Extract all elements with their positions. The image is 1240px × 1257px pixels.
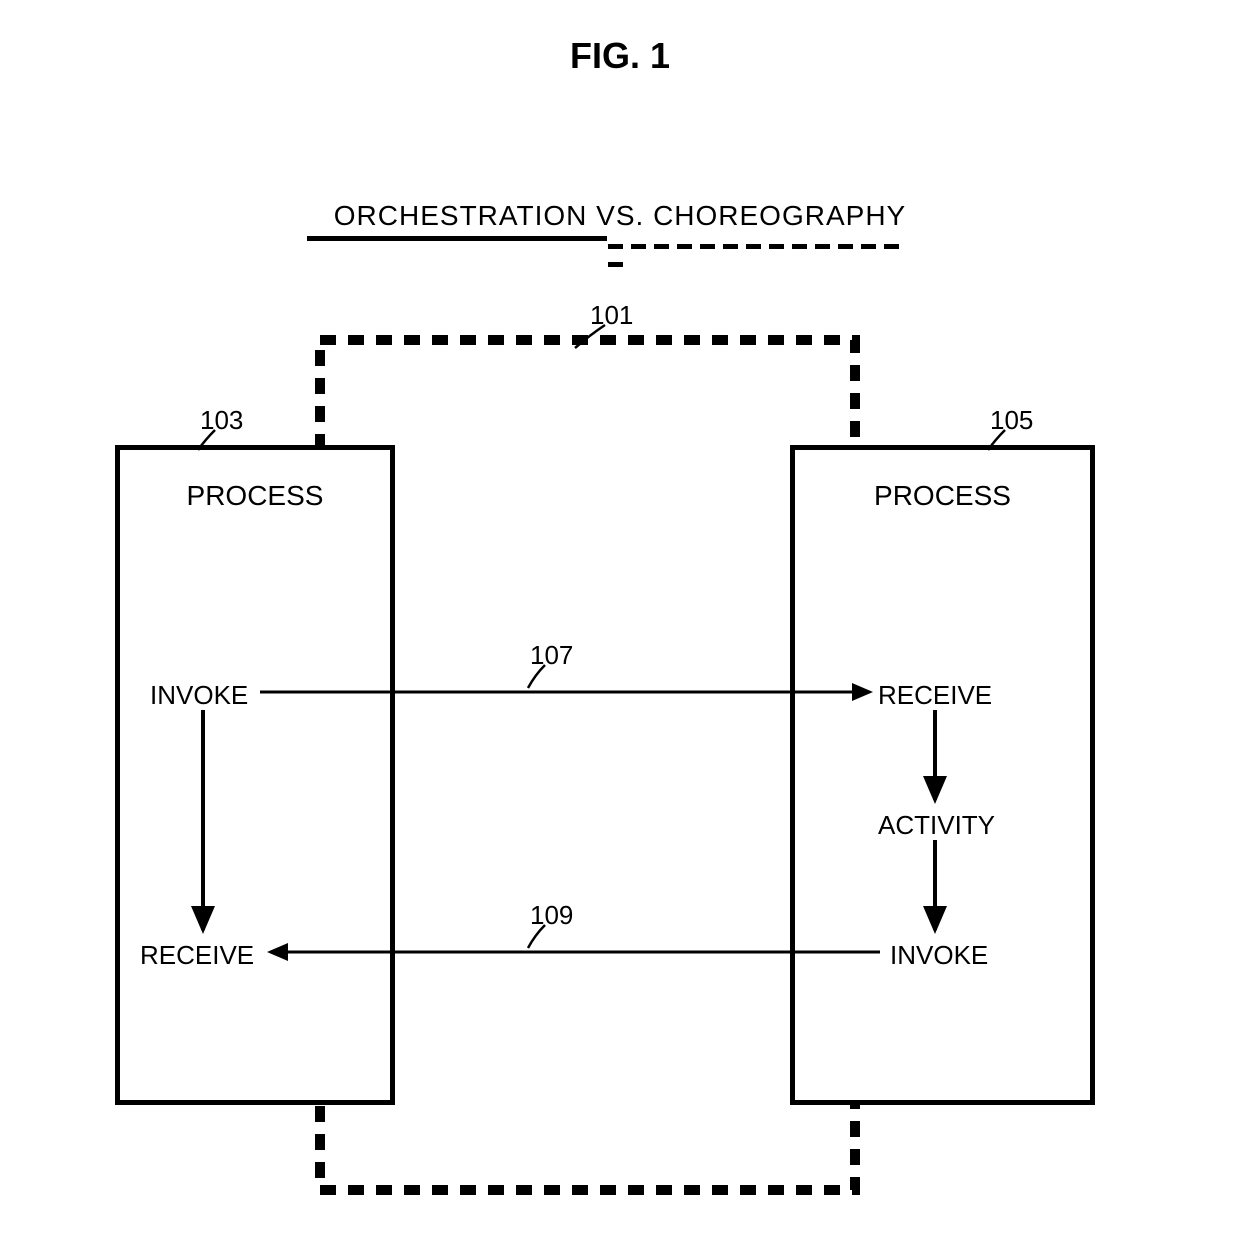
ref-109: 109 — [530, 900, 573, 931]
subtitle-underline-dashed — [608, 236, 928, 241]
ref-107: 107 — [530, 640, 573, 671]
subtitle-underline-solid — [307, 236, 607, 241]
ref-103: 103 — [200, 405, 243, 436]
arrows — [0, 300, 1240, 1200]
ref-105: 105 — [990, 405, 1033, 436]
ref-101: 101 — [590, 300, 633, 331]
figure-title: FIG. 1 — [570, 35, 670, 77]
diagram-area: PROCESS PROCESS INVOKE RECEIVE RECEIVE A… — [0, 300, 1240, 1200]
subtitle: ORCHESTRATION VS. CHOREOGRAPHY — [334, 200, 906, 232]
